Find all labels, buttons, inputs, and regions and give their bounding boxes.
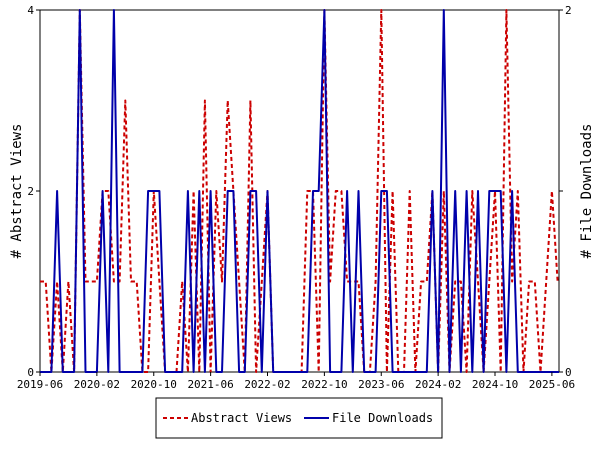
- legend-box: [155, 397, 443, 439]
- legend-abstract-views-label: Abstract Views: [191, 411, 292, 425]
- y-left-tick-label: 2: [27, 185, 34, 198]
- x-tick-label: 2024-02: [415, 378, 461, 391]
- x-tick-label: 2022-02: [244, 378, 290, 391]
- x-tick-label: 2023-06: [358, 378, 404, 391]
- series-layer: [39, 9, 560, 373]
- file-downloads-line: [40, 9, 559, 373]
- tick-layer: 2019-06 2020-02 2020-10 2021-06 2022-02 2022-…: [17, 4, 575, 391]
- legend-file-downloads-label: File Downloads: [332, 411, 433, 425]
- x-tick-label: 2022-10: [301, 378, 347, 391]
- y-left-tick-label: 4: [27, 4, 34, 17]
- x-tick-label: 2024-10: [472, 378, 518, 391]
- y-right-axis-title: # File Downloads: [579, 124, 595, 259]
- x-tick-label: 2019-06: [17, 378, 63, 391]
- y-right-tick-label: 0: [565, 366, 572, 379]
- legend: Abstract Views File Downloads: [155, 397, 443, 439]
- x-tick-label: 2020-10: [131, 378, 177, 391]
- x-tick-label: 2025-06: [529, 378, 575, 391]
- y-right-tick-label: 2: [565, 4, 572, 17]
- y-left-tick-label: 0: [27, 366, 34, 379]
- x-tick-label: 2021-06: [187, 378, 233, 391]
- x-tick-label: 2020-02: [74, 378, 120, 391]
- y-left-axis-title: # Abstract Views: [9, 124, 25, 259]
